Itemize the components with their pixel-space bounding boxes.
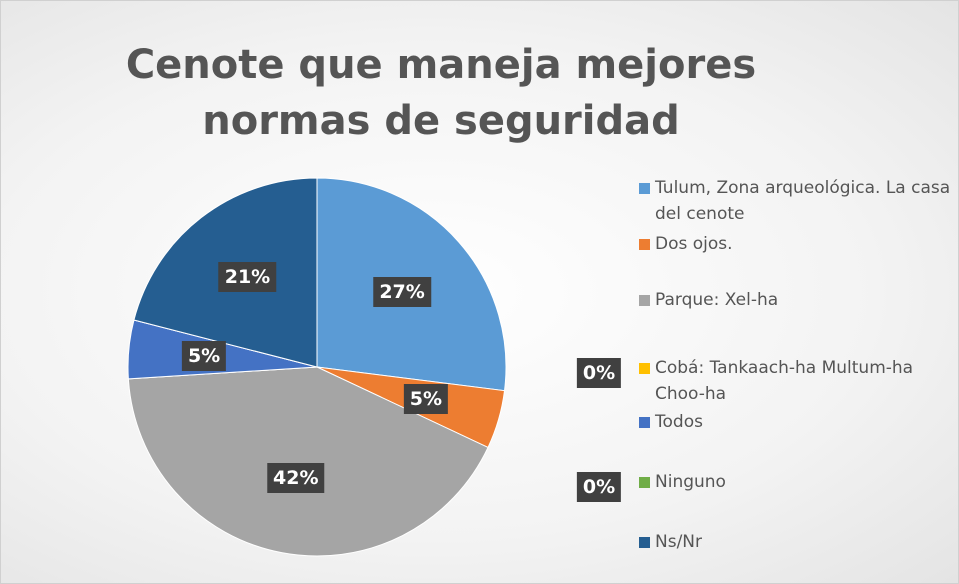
data-label: 27% — [373, 277, 431, 307]
legend-entry: Ns/Nr — [639, 529, 955, 555]
chart-title: Cenote que maneja mejores normas de segu… — [125, 42, 757, 144]
pie-slice — [127, 366, 489, 557]
legend-entry: Cobá: Tankaach-ha Multum-ha Choo-ha — [639, 355, 955, 407]
data-label: 0% — [576, 358, 622, 388]
data-label: 21% — [218, 262, 277, 293]
data-label: 5% — [181, 341, 227, 372]
legend-entry: Parque: Xel-ha — [639, 287, 955, 313]
legend-swatch — [639, 183, 650, 194]
legend-entry: Dos ojos. — [639, 231, 955, 257]
data-label: 42% — [267, 463, 325, 494]
legend-swatch — [639, 295, 650, 306]
legend-swatch — [639, 477, 650, 488]
legend-swatch — [639, 363, 650, 374]
legend-entry: Ninguno — [639, 469, 955, 495]
legend-swatch — [639, 417, 650, 428]
legend-swatch — [639, 239, 650, 250]
data-label: 5% — [403, 383, 449, 414]
data-label: 0% — [576, 472, 622, 502]
legend-swatch — [639, 537, 650, 548]
legend-entry: Todos — [639, 409, 955, 435]
legend-entry: Tulum, Zona arqueológica. La casa del ce… — [639, 175, 955, 227]
